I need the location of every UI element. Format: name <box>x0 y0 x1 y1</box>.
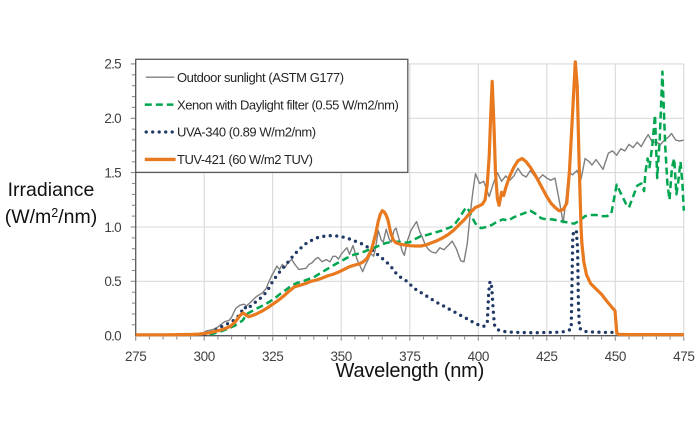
svg-text:350: 350 <box>331 349 352 364</box>
svg-text:0.0: 0.0 <box>104 329 121 344</box>
svg-text:400: 400 <box>468 349 489 364</box>
svg-text:UVA-340 (0.89 W/m2/nm): UVA-340 (0.89 W/m2/nm) <box>177 125 316 140</box>
svg-text:TUV-421 (60 W/m2 TUV): TUV-421 (60 W/m2 TUV) <box>177 152 313 167</box>
svg-text:Xenon with Daylight filter (0.: Xenon with Daylight filter (0.55 W/m2/nm… <box>177 97 399 112</box>
svg-text:475: 475 <box>673 349 694 364</box>
svg-text:0.5: 0.5 <box>104 274 121 289</box>
svg-text:Irradiance: Irradiance <box>8 179 95 201</box>
svg-text:300: 300 <box>194 349 215 364</box>
svg-text:325: 325 <box>262 349 283 364</box>
svg-text:1.5: 1.5 <box>104 165 121 180</box>
svg-text:425: 425 <box>536 349 557 364</box>
svg-text:(W/m2/nm): (W/m2/nm) <box>5 206 98 228</box>
svg-text:1.0: 1.0 <box>104 220 121 235</box>
svg-text:2.0: 2.0 <box>104 111 121 126</box>
svg-text:375: 375 <box>399 349 420 364</box>
svg-text:2.5: 2.5 <box>104 57 121 72</box>
svg-text:450: 450 <box>605 349 626 364</box>
svg-text:275: 275 <box>125 349 146 364</box>
svg-text:Wavelength (nm): Wavelength (nm) <box>336 360 485 382</box>
svg-text:Outdoor sunlight (ASTM G177): Outdoor sunlight (ASTM G177) <box>177 70 344 85</box>
